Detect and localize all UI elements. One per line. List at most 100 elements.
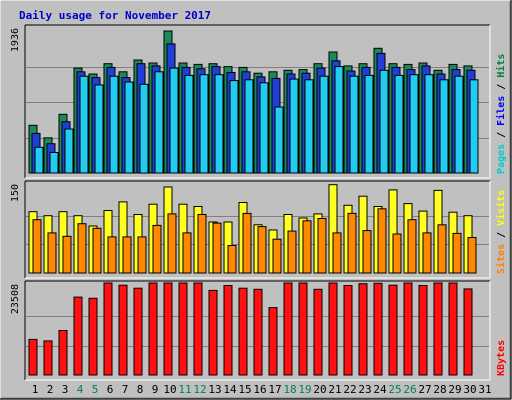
bar-pages-day-1 (34, 146, 44, 174)
x-tick-label-day-24: 24 (373, 383, 387, 396)
bar-sites-day-15 (242, 212, 252, 274)
bar-sites-day-4 (77, 223, 87, 274)
bar-pages-day-24 (379, 69, 389, 174)
bar-pages-day-19 (304, 79, 314, 174)
legend-entry-files: Files (495, 96, 507, 126)
x-tick-label-day-28: 28 (433, 383, 446, 396)
bar-kbytes-day-17 (268, 307, 278, 376)
bar-sites-day-10 (167, 213, 177, 274)
x-tick-label-day-5: 5 (92, 383, 99, 396)
bar-pages-day-15 (244, 79, 254, 174)
legend-entry-kbytes: KBytes (496, 340, 507, 376)
bar-kbytes-day-7 (118, 284, 128, 376)
bar-sites-day-27 (422, 232, 432, 274)
bar-sites-day-11 (182, 232, 192, 274)
bar-pages-day-16 (259, 82, 269, 174)
x-tick-label-day-16: 16 (253, 383, 266, 396)
bar-pages-day-23 (364, 74, 374, 174)
bar-kbytes-day-13 (208, 289, 218, 376)
bar-pages-day-8 (139, 83, 149, 174)
bar-kbytes-day-29 (448, 282, 458, 376)
bar-kbytes-day-11 (178, 282, 188, 376)
y-max-label: 1936 (10, 28, 21, 52)
legend-entry-pages: Pages (496, 144, 507, 174)
bar-pages-day-29 (454, 75, 464, 174)
bar-sites-day-7 (122, 236, 132, 274)
bar-sites-day-18 (287, 230, 297, 274)
bar-kbytes-day-6 (103, 282, 113, 376)
bar-kbytes-day-16 (253, 288, 263, 376)
chart-title: Daily usage for November 2017 (19, 9, 211, 22)
legend-separator: / (496, 126, 507, 144)
bar-sites-day-8 (137, 236, 147, 274)
x-tick-label-day-17: 17 (268, 383, 281, 396)
x-tick-label-day-30: 30 (463, 383, 476, 396)
bar-pages-day-26 (409, 74, 419, 174)
panel-visits-sites: 150 Sites / Visits (10, 180, 507, 279)
bar-kbytes-day-25 (388, 284, 398, 376)
bar-pages-day-2 (49, 152, 59, 174)
bar-sites-day-25 (392, 233, 402, 274)
x-tick-label-day-22: 22 (343, 383, 356, 396)
bar-pages-day-10 (169, 67, 179, 174)
y-max-label: 150 (10, 184, 21, 202)
x-tick-label-day-9: 9 (152, 383, 159, 396)
bar-sites-day-29 (452, 232, 462, 274)
x-tick-label-day-1: 1 (32, 383, 39, 396)
bar-kbytes-day-2 (43, 340, 53, 376)
bar-sites-day-30 (467, 237, 477, 274)
bar-pages-day-11 (184, 74, 194, 174)
x-tick-label-day-6: 6 (107, 383, 114, 396)
legend-entry-hits: Hits (495, 54, 507, 78)
bar-kbytes-day-28 (433, 282, 443, 376)
bar-sites-day-26 (407, 219, 417, 274)
bar-pages-day-12 (199, 74, 209, 174)
bar-kbytes-day-9 (148, 282, 158, 376)
legend-separator: / (496, 78, 507, 96)
bar-pages-day-22 (349, 75, 359, 174)
panel-hits-files-pages: 1936 Pages / Files / Hits (10, 24, 507, 179)
panel-kbytes: 23508 KBytes (10, 280, 507, 381)
bar-pages-day-4 (79, 75, 89, 174)
bar-kbytes-day-23 (358, 283, 368, 376)
x-tick-label-day-19: 19 (298, 383, 311, 396)
bar-kbytes-day-24 (373, 282, 383, 376)
bar-sites-day-17 (272, 238, 282, 274)
bar-sites-day-24 (377, 208, 387, 274)
bar-sites-day-1 (32, 219, 42, 274)
legend-entry-visits: Visits (495, 190, 507, 226)
bar-pages-day-17 (274, 106, 284, 174)
chart-panels: 1936 Pages / Files / Hits 150 Sites / Visit… (10, 24, 507, 381)
bar-sites-day-9 (152, 224, 162, 274)
bar-kbytes-day-30 (463, 288, 473, 376)
bar-pages-day-30 (469, 79, 479, 174)
y-max-label: 23508 (10, 284, 21, 314)
bar-pages-day-6 (109, 75, 119, 174)
bar-kbytes-day-10 (163, 282, 173, 376)
x-tick-label-day-11: 11 (178, 383, 191, 396)
bar-sites-day-20 (317, 218, 327, 274)
bar-pages-day-13 (214, 74, 224, 174)
x-tick-label-day-18: 18 (283, 383, 296, 396)
bar-kbytes-day-21 (328, 282, 338, 376)
x-tick-label-day-13: 13 (208, 383, 221, 396)
bar-sites-day-2 (47, 232, 57, 274)
x-tick-label-day-10: 10 (163, 383, 176, 396)
bar-pages-day-28 (439, 79, 449, 174)
x-tick-label-day-15: 15 (238, 383, 251, 396)
bar-pages-day-25 (394, 74, 404, 174)
bar-pages-day-27 (424, 74, 434, 174)
bar-kbytes-day-15 (238, 287, 248, 376)
bar-kbytes-day-27 (418, 285, 428, 376)
x-tick-label-day-25: 25 (388, 383, 401, 396)
bar-pages-day-21 (334, 66, 344, 174)
bar-sites-day-3 (62, 235, 72, 274)
x-tick-label-day-7: 7 (122, 383, 129, 396)
x-tick-label-day-23: 23 (358, 383, 371, 396)
x-tick-label-day-27: 27 (418, 383, 431, 396)
bar-kbytes-day-1 (28, 338, 38, 376)
bar-kbytes-day-20 (313, 288, 323, 376)
x-tick-label-day-26: 26 (403, 383, 416, 396)
x-tick-label-day-3: 3 (62, 383, 69, 396)
